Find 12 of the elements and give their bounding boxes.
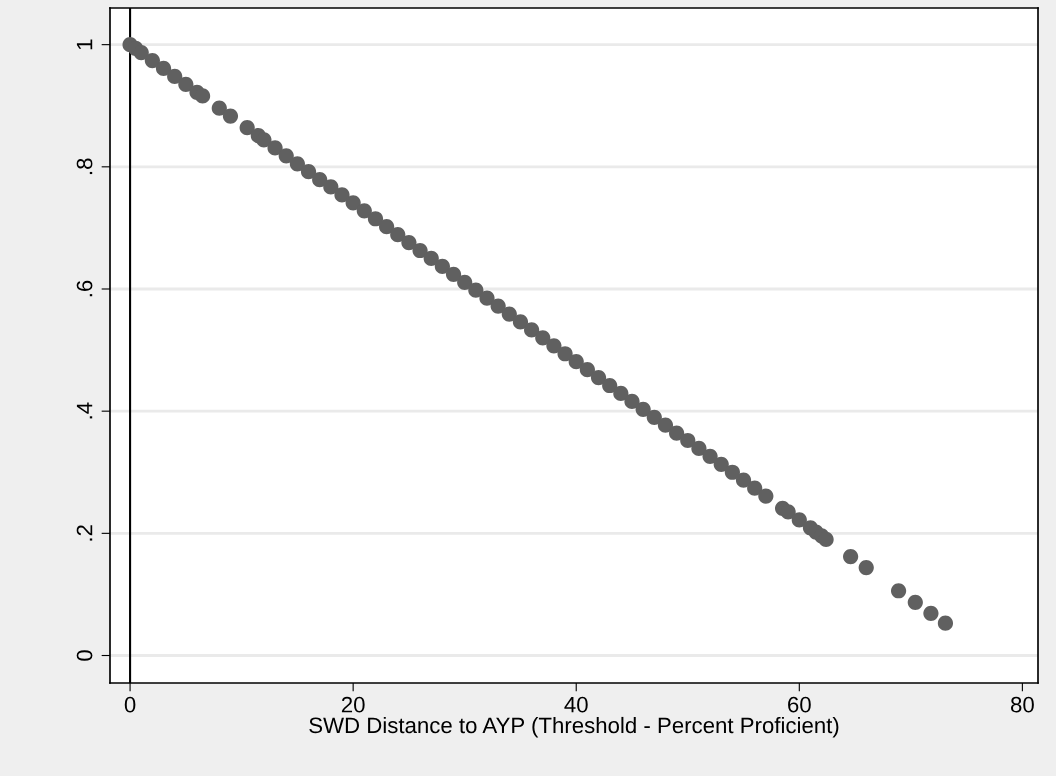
x-tick-label: 40 xyxy=(564,696,588,713)
y-tick-label: .2 xyxy=(76,525,93,541)
y-tick-label: 1 xyxy=(76,39,93,50)
x-axis-title: SWD Distance to AYP (Threshold - Percent Proficient) xyxy=(309,716,839,738)
x-tick-label: 80 xyxy=(1010,696,1034,713)
x-tick-label: 60 xyxy=(788,696,811,713)
x-tick-label: 20 xyxy=(341,696,365,713)
y-tick-label: .4 xyxy=(76,402,93,419)
y-tick-label: .6 xyxy=(76,280,93,297)
x-tick-label: 0 xyxy=(124,696,136,713)
y-tick-label: .8 xyxy=(76,158,93,175)
y-tick-label: 0 xyxy=(76,650,93,661)
